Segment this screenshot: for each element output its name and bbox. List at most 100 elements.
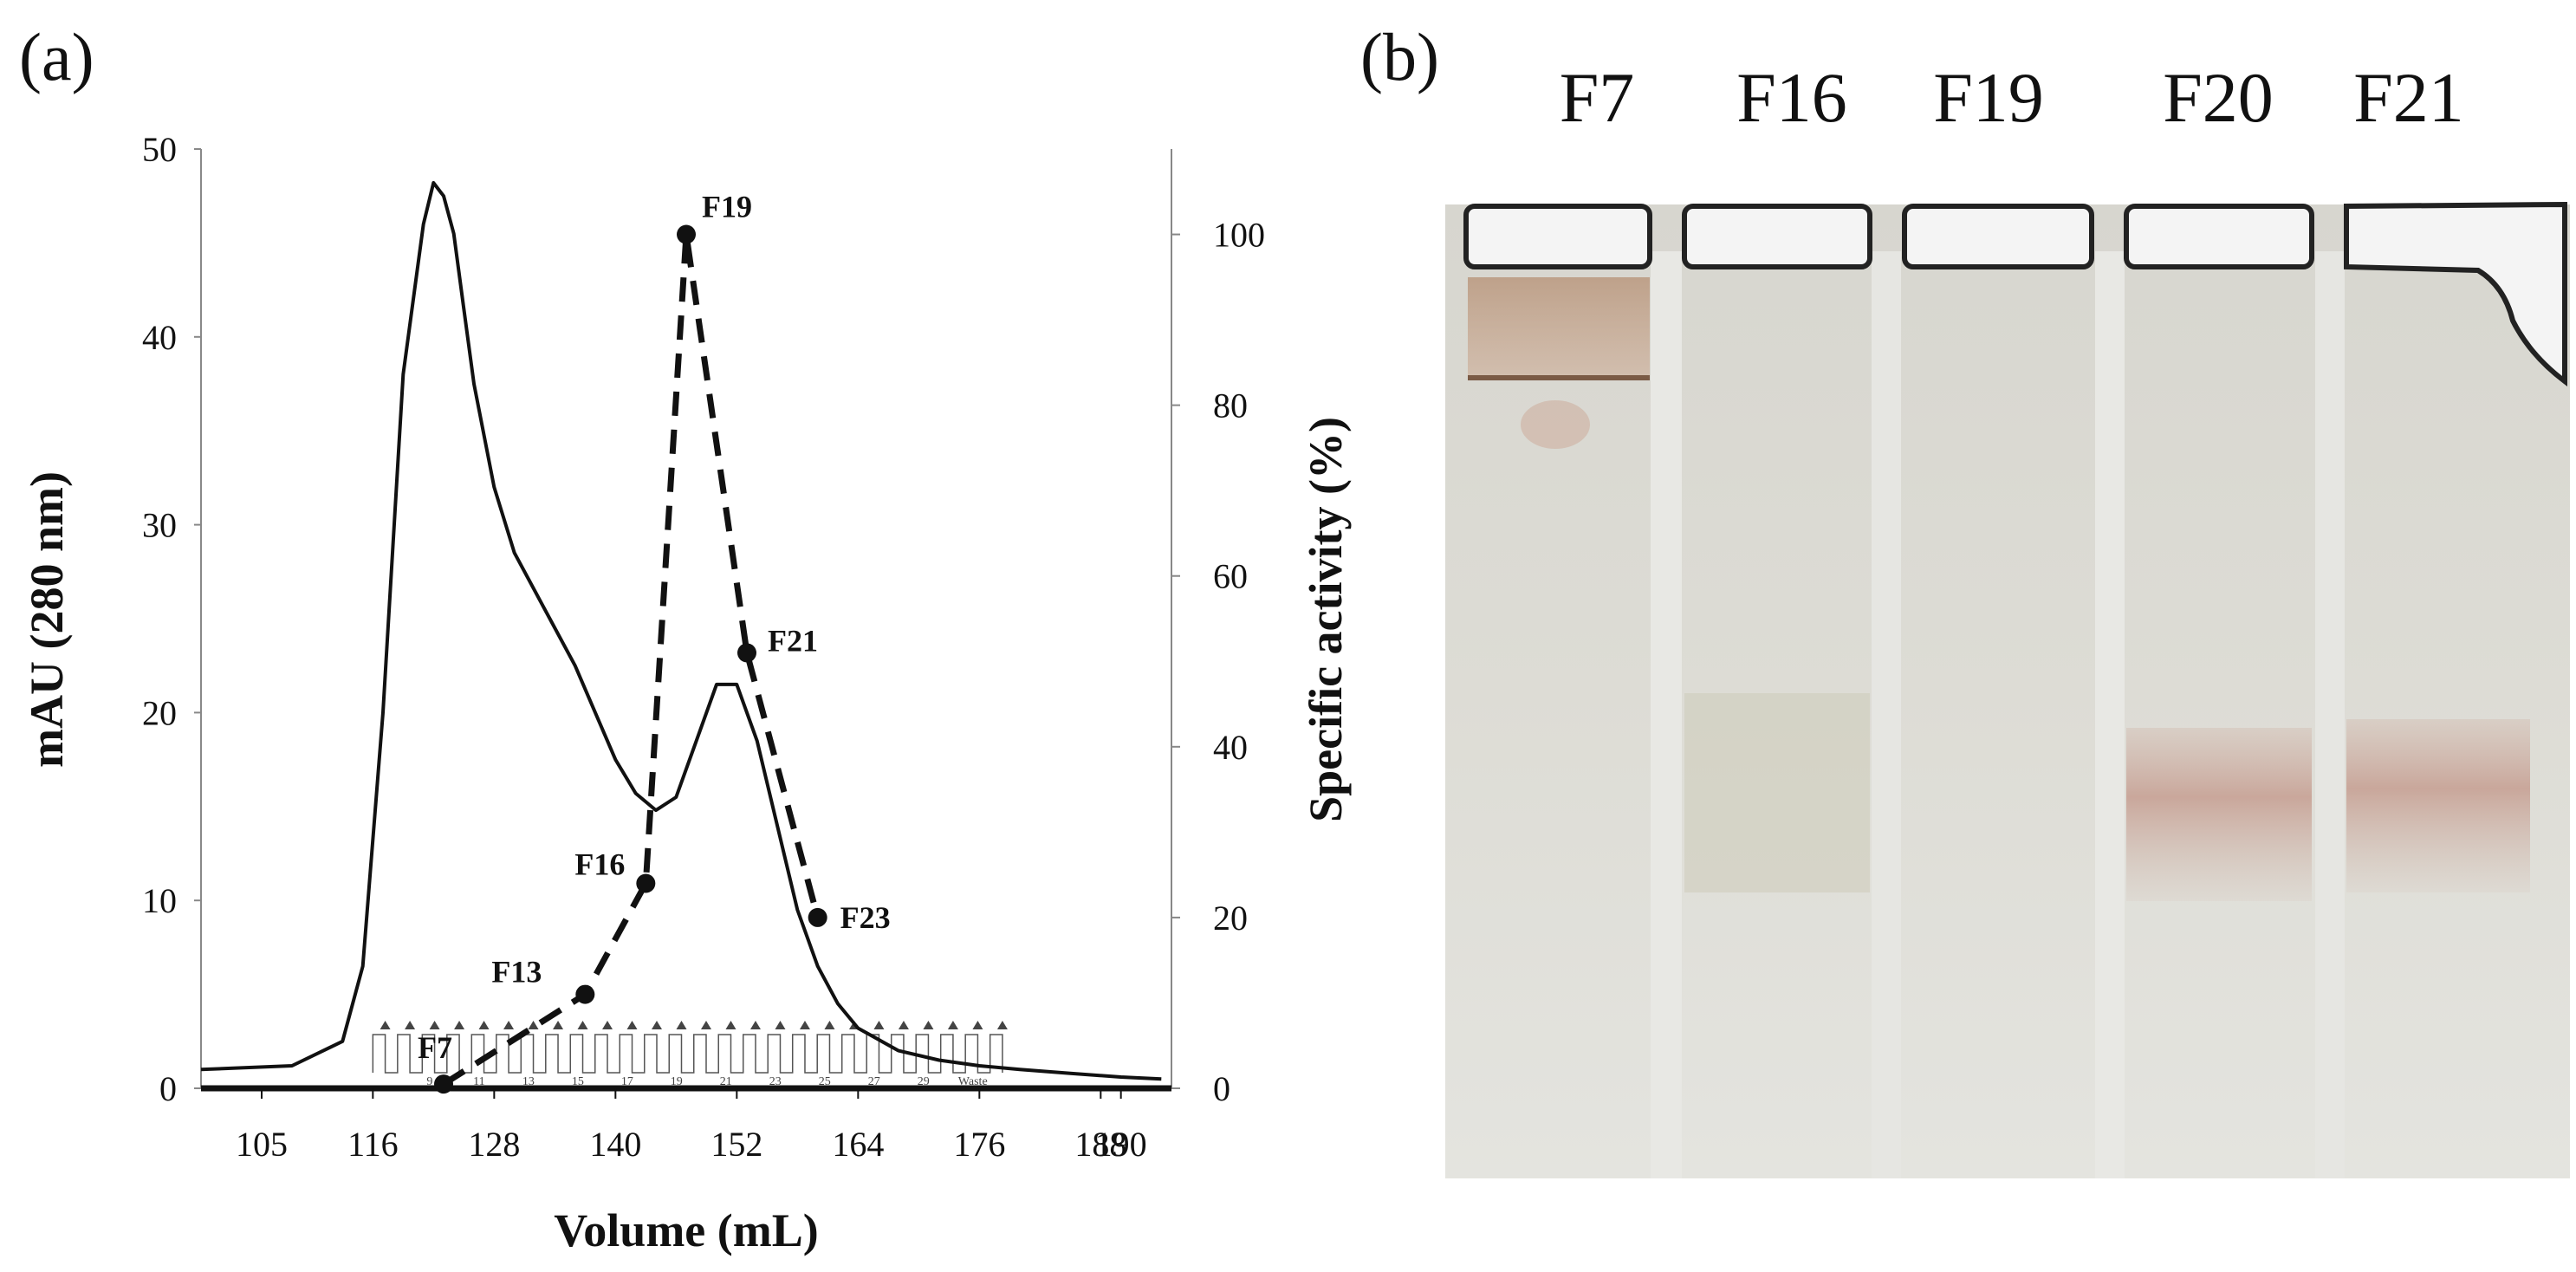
fraction-triangle — [972, 1021, 983, 1029]
right-tick-label: 100 — [1213, 216, 1265, 255]
fraction-triangle — [700, 1021, 711, 1029]
fraction-triangle — [454, 1021, 465, 1029]
well — [1902, 204, 2094, 269]
right-y-ticks: 0 20 40 60 80 100 — [1171, 216, 1265, 1108]
lane-separator — [2315, 251, 2345, 1178]
lane-labels: F7 F16 F19 F20 F21 — [1560, 58, 2464, 137]
fraction-number: 17 — [621, 1075, 633, 1088]
activity-point — [677, 224, 696, 244]
fraction-triangle — [577, 1021, 588, 1029]
x-tick-label: 190 — [1095, 1125, 1147, 1164]
x-tick-label: 152 — [711, 1125, 762, 1164]
lane-label: F21 — [2353, 58, 2464, 137]
left-y-ticks: 0 10 20 30 40 50 — [142, 130, 201, 1108]
activity-point — [575, 984, 595, 1004]
fraction-triangle — [676, 1021, 687, 1029]
left-y-axis-title: mAU (280 nm) — [21, 471, 73, 768]
fraction-wave — [372, 1034, 1003, 1074]
well — [2344, 201, 2567, 387]
gel-image: F7 F16 F19 F20 F21 — [1445, 58, 2570, 1178]
panel-a-label: (a) — [19, 19, 94, 94]
x-tick-label: 105 — [236, 1125, 288, 1164]
fraction-triangle — [749, 1021, 761, 1029]
lane-separator — [1651, 251, 1682, 1178]
f21-band — [2346, 719, 2530, 892]
left-tick-label: 10 — [142, 881, 177, 920]
lane-separator — [2095, 251, 2125, 1178]
well — [1682, 204, 1872, 269]
fraction-number: 15 — [572, 1075, 584, 1088]
right-tick-label: 40 — [1213, 728, 1248, 767]
fraction-number: 19 — [671, 1075, 683, 1088]
gel-wells — [1463, 201, 2567, 387]
left-tick-label: 0 — [159, 1069, 177, 1108]
lane-label: F16 — [1736, 58, 1847, 137]
fraction-number: 13 — [522, 1075, 535, 1088]
series-group — [200, 181, 1162, 1087]
fraction-triangle — [503, 1021, 515, 1029]
right-y-axis-title: Specific activity (%) — [1300, 417, 1352, 822]
activity-point — [434, 1074, 453, 1094]
x-tick-label: 176 — [953, 1125, 1005, 1164]
fraction-triangle — [626, 1021, 638, 1029]
activity-point-label: F23 — [840, 900, 891, 935]
fraction-triangle — [725, 1021, 736, 1029]
f16-smear — [1684, 693, 1870, 892]
fraction-triangle — [996, 1021, 1008, 1029]
fraction-number: 29 — [918, 1075, 930, 1088]
fraction-number: 11 — [473, 1075, 484, 1088]
fraction-number: 21 — [720, 1075, 732, 1088]
x-tick-label: 116 — [347, 1125, 399, 1164]
fraction-triangle — [528, 1021, 539, 1029]
activity-point-label: F19 — [702, 190, 752, 224]
f7-stain — [1468, 277, 1650, 377]
left-tick-label: 20 — [142, 693, 177, 732]
activity-line — [442, 231, 821, 1087]
fraction-triangle — [799, 1021, 810, 1029]
right-tick-label: 80 — [1213, 386, 1248, 425]
fraction-triangle — [652, 1021, 663, 1029]
fraction-number: 27 — [868, 1075, 880, 1088]
right-tick-label: 20 — [1213, 899, 1248, 938]
fraction-triangle — [429, 1021, 440, 1029]
activity-point — [808, 907, 827, 927]
right-tick-label: 0 — [1213, 1069, 1230, 1108]
x-tick-label: 188 — [1074, 1125, 1126, 1164]
left-tick-label: 50 — [142, 130, 177, 169]
fraction-number: 23 — [769, 1075, 782, 1088]
fraction-triangle — [898, 1021, 909, 1029]
left-tick-label: 40 — [142, 318, 177, 357]
fraction-triangle — [478, 1021, 490, 1029]
left-tick-label: 30 — [142, 506, 177, 545]
activity-point-label: F13 — [491, 955, 542, 990]
f7-spot — [1521, 400, 1590, 449]
activity-point — [636, 873, 656, 893]
right-tick-label: 60 — [1213, 557, 1248, 596]
x-tick-label: 140 — [589, 1125, 641, 1164]
fraction-triangle — [553, 1021, 564, 1029]
fraction-triangle — [775, 1021, 786, 1029]
activity-point-label: F7 — [418, 1030, 452, 1065]
activity-points: F7 F13 F16 F19 F21 F23 — [418, 190, 891, 1094]
x-tick-label: 128 — [468, 1125, 520, 1164]
f20-band — [2126, 728, 2312, 901]
lane-label: F7 — [1560, 58, 1635, 137]
activity-point — [737, 643, 756, 663]
fraction-triangle — [923, 1021, 934, 1029]
fraction-triangle — [947, 1021, 958, 1029]
fraction-triangle — [824, 1021, 835, 1029]
well — [1463, 204, 1652, 269]
absorbance-line — [200, 181, 1162, 1081]
fraction-number: 25 — [819, 1075, 831, 1088]
fraction-number: 9 — [426, 1075, 432, 1088]
x-tick-label: 164 — [832, 1125, 884, 1164]
panel-b-label: (b) — [1360, 19, 1439, 94]
well — [2124, 204, 2314, 269]
activity-point-label: F21 — [768, 623, 818, 658]
fraction-triangle — [873, 1021, 885, 1029]
x-axis-title: Volume (mL) — [554, 1204, 819, 1256]
activity-point-label: F16 — [574, 847, 625, 881]
